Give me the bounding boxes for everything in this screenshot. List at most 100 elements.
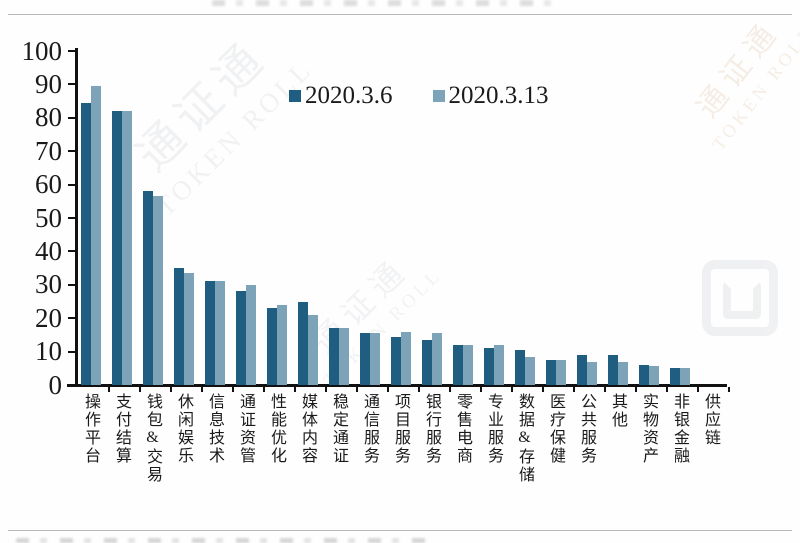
x-axis-tick <box>170 387 172 392</box>
bar-专业服务-2020.3.6 <box>484 348 494 385</box>
x-axis-label-银行服务: 银行服务 <box>423 393 440 465</box>
bar-信息技术-2020.3.6 <box>205 281 215 385</box>
bar-支付结算-2020.3.13 <box>122 111 132 385</box>
bar-通证资管-2020.3.6 <box>236 291 246 385</box>
bar-非银金融-2020.3.6 <box>670 367 680 385</box>
x-axis-line <box>67 384 727 387</box>
x-axis-label-通信服务: 通信服务 <box>361 393 378 465</box>
y-axis-tick <box>68 83 76 86</box>
legend-item-series1: 2020.3.6 <box>289 82 393 110</box>
x-axis-tick <box>697 387 699 392</box>
legend-item-series2: 2020.3.13 <box>432 82 549 110</box>
x-axis-tick <box>387 387 389 392</box>
legend-label-series2: 2020.3.13 <box>448 82 549 109</box>
bar-项目服务-2020.3.13 <box>401 331 411 385</box>
bar-休闲娱乐-2020.3.13 <box>184 273 194 385</box>
x-axis-label-休闲娱乐: 休闲娱乐 <box>175 393 192 465</box>
bar-性能优化-2020.3.13 <box>277 304 287 385</box>
watermark-token-roll: 通证通 TOKEN ROLL <box>690 13 800 154</box>
y-axis-label: 60 <box>35 169 62 200</box>
x-axis-label-非银金融: 非银金融 <box>671 393 688 465</box>
x-axis-label-其他: 其他 <box>609 393 626 429</box>
y-axis-tick <box>68 150 76 153</box>
x-axis-tick <box>201 387 203 392</box>
bar-数据&存储-2020.3.13 <box>525 356 535 385</box>
x-axis-label-项目服务: 项目服务 <box>392 393 409 465</box>
bar-实物资产-2020.3.6 <box>639 364 649 385</box>
x-axis-label-供应链: 供应链 <box>702 393 719 447</box>
x-axis-label-零售电商: 零售电商 <box>454 393 471 465</box>
bar-通信服务-2020.3.13 <box>370 333 380 385</box>
bar-操作平台-2020.3.13 <box>91 86 101 385</box>
y-axis-line <box>75 48 78 387</box>
x-axis-label-实物资产: 实物资产 <box>640 393 657 465</box>
chart-legend: 2020.3.6 2020.3.13 <box>289 82 549 110</box>
x-axis-tick <box>449 387 451 392</box>
x-axis-label-通证资管: 通证资管 <box>237 393 254 465</box>
y-axis-label: 80 <box>35 102 62 133</box>
x-axis-tick <box>635 387 637 392</box>
bar-医疗保健-2020.3.13 <box>556 359 566 385</box>
y-axis-tick <box>68 250 76 253</box>
bar-稳定通证-2020.3.13 <box>339 328 349 385</box>
x-axis-tick <box>232 387 234 392</box>
x-axis-tick <box>511 387 513 392</box>
bar-通信服务-2020.3.6 <box>360 333 370 385</box>
x-axis-label-稳定通证: 稳定通证 <box>330 393 347 465</box>
y-axis-tick <box>68 116 76 119</box>
y-axis-tick <box>68 217 76 219</box>
y-axis-tick <box>68 317 76 320</box>
bar-支付结算-2020.3.6 <box>112 111 122 385</box>
bar-非银金融-2020.3.13 <box>680 367 690 385</box>
watermark-logo-icon <box>702 260 778 336</box>
bar-实物资产-2020.3.13 <box>649 365 659 385</box>
x-axis-label-媒体内容: 媒体内容 <box>299 393 316 465</box>
bar-钱包&交易-2020.3.13 <box>153 196 163 385</box>
bar-休闲娱乐-2020.3.6 <box>174 268 184 385</box>
x-axis-tick <box>542 387 544 392</box>
bar-医疗保健-2020.3.6 <box>546 359 556 385</box>
y-axis-label: 100 <box>21 35 63 66</box>
x-axis-label-数据&存储: 数据&存储 <box>516 393 533 484</box>
legend-swatch-series2-icon <box>432 90 445 102</box>
bar-其他-2020.3.6 <box>608 354 618 385</box>
y-axis-tick <box>68 183 76 186</box>
bar-钱包&交易-2020.3.6 <box>143 191 153 385</box>
x-axis-label-支付结算: 支付结算 <box>113 393 130 465</box>
bar-公共服务-2020.3.6 <box>577 354 587 385</box>
y-axis-label: 10 <box>35 336 62 367</box>
x-axis-tick <box>325 387 327 392</box>
bar-银行服务-2020.3.13 <box>432 333 442 385</box>
x-axis-tick <box>263 387 265 392</box>
y-axis-label: 20 <box>35 302 62 333</box>
bar-稳定通证-2020.3.6 <box>329 328 339 385</box>
x-axis-tick <box>356 387 358 392</box>
y-axis-tick <box>68 283 76 286</box>
y-axis-label: 0 <box>48 369 63 400</box>
bar-零售电商-2020.3.13 <box>463 344 473 385</box>
y-axis-label: 50 <box>35 202 62 233</box>
bar-零售电商-2020.3.6 <box>453 344 463 385</box>
bar-性能优化-2020.3.6 <box>267 308 277 385</box>
bar-信息技术-2020.3.13 <box>215 281 225 385</box>
watermark-token-roll: 通证通 TOKEN ROLL <box>126 30 319 222</box>
x-axis-tick <box>666 387 668 392</box>
y-axis-label: 40 <box>35 235 62 266</box>
x-axis-tick <box>604 387 606 392</box>
bar-媒体内容-2020.3.13 <box>308 314 318 385</box>
x-axis-tick <box>418 387 420 392</box>
x-axis-label-医疗保健: 医疗保健 <box>547 393 564 465</box>
x-axis-label-钱包&交易: 钱包&交易 <box>144 393 161 484</box>
x-axis-tick <box>139 387 141 392</box>
top-divider-line <box>8 14 792 15</box>
x-axis-label-公共服务: 公共服务 <box>578 393 595 465</box>
bar-公共服务-2020.3.13 <box>587 361 597 385</box>
bar-数据&存储-2020.3.6 <box>515 349 525 385</box>
x-axis-label-专业服务: 专业服务 <box>485 393 502 465</box>
y-axis-label: 30 <box>35 269 62 300</box>
bar-媒体内容-2020.3.6 <box>298 301 308 385</box>
bar-项目服务-2020.3.6 <box>391 336 401 385</box>
y-axis-tick <box>68 350 76 353</box>
x-axis-tick <box>480 387 482 392</box>
